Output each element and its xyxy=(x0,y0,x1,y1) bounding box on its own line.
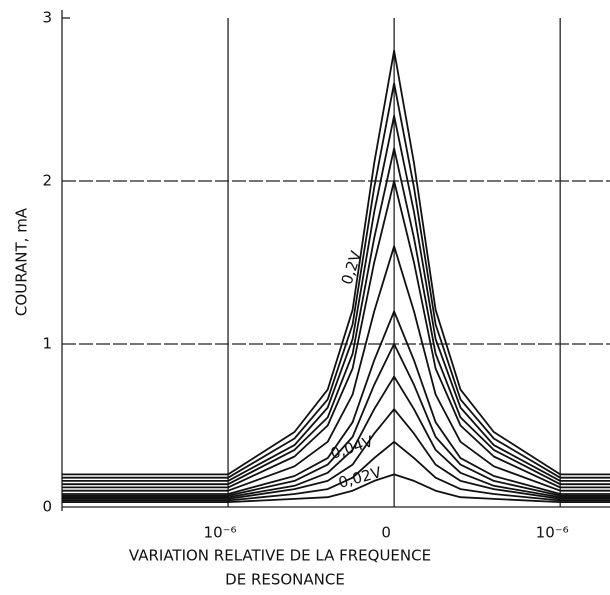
y-tick-label: 1 xyxy=(42,335,52,353)
curve xyxy=(62,82,610,479)
x-tick-label: 10⁻⁶ xyxy=(536,524,569,542)
curve xyxy=(62,245,610,492)
curve xyxy=(62,343,610,497)
x-tick-label: 10⁻⁶ xyxy=(204,524,237,542)
curve xyxy=(62,408,610,500)
curve xyxy=(62,180,610,489)
curve xyxy=(62,147,610,486)
curve xyxy=(62,114,610,482)
x-axis-label: VARIATION RELATIVE DE LA FREQUENCE xyxy=(129,547,431,565)
y-tick-label: 0 xyxy=(42,498,52,516)
curve xyxy=(62,440,610,502)
x-tick-label: 0 xyxy=(381,524,391,542)
y-tick-label: 2 xyxy=(42,172,52,190)
x-axis-label: DE RESONANCE xyxy=(225,571,345,589)
curve xyxy=(62,375,610,499)
y-axis-label: COURANT, mA xyxy=(13,207,31,316)
curve xyxy=(62,310,610,495)
curve xyxy=(62,49,610,476)
y-tick-label: 3 xyxy=(42,9,52,27)
curve xyxy=(62,473,610,503)
